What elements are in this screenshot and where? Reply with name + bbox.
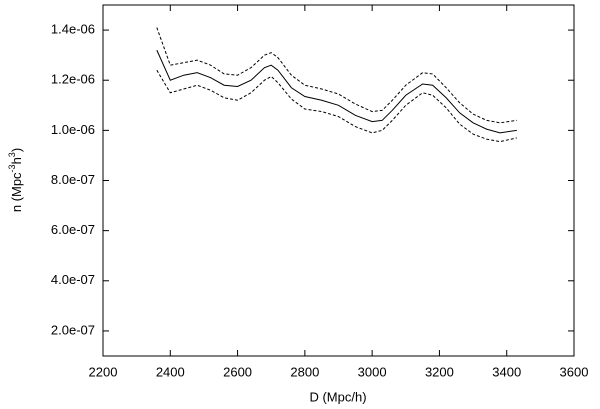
y-tick-label: 6.0e-07 (51, 222, 95, 237)
x-tick-label: 2400 (156, 364, 185, 379)
y-label-part: n (Mpc (9, 172, 24, 212)
x-tick-label: 2600 (223, 364, 252, 379)
y-label-part: h (9, 157, 24, 164)
y-label-part: ) (9, 148, 24, 152)
x-tick-label: 3000 (358, 364, 387, 379)
y-tick-label: 1.0e-06 (51, 122, 95, 137)
y-label-part: -3 (7, 164, 17, 172)
y-tick-label: 1.2e-06 (51, 72, 95, 87)
y-tick-label: 1.4e-06 (51, 22, 95, 37)
data-line (156, 49, 517, 134)
x-tick-label: 3600 (560, 364, 589, 379)
data-line (156, 69, 517, 143)
x-tick-label: 2200 (89, 364, 118, 379)
y-tick-label: 4.0e-07 (51, 272, 95, 287)
x-axis-label: D (Mpc/h) (309, 389, 366, 404)
y-tick-label: 2.0e-07 (51, 322, 95, 337)
y-tick-label: 8.0e-07 (51, 172, 95, 187)
x-tick-label: 3400 (492, 364, 521, 379)
y-label-part: 3 (7, 152, 17, 157)
plot-frame (102, 4, 575, 357)
data-line (156, 27, 517, 124)
y-axis-label: n (Mpc-3h3) (7, 148, 24, 212)
x-tick-label: 2800 (290, 364, 319, 379)
x-tick-label: 3200 (425, 364, 454, 379)
